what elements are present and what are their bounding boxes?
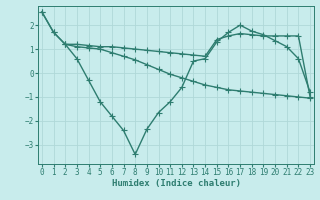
X-axis label: Humidex (Indice chaleur): Humidex (Indice chaleur): [111, 179, 241, 188]
